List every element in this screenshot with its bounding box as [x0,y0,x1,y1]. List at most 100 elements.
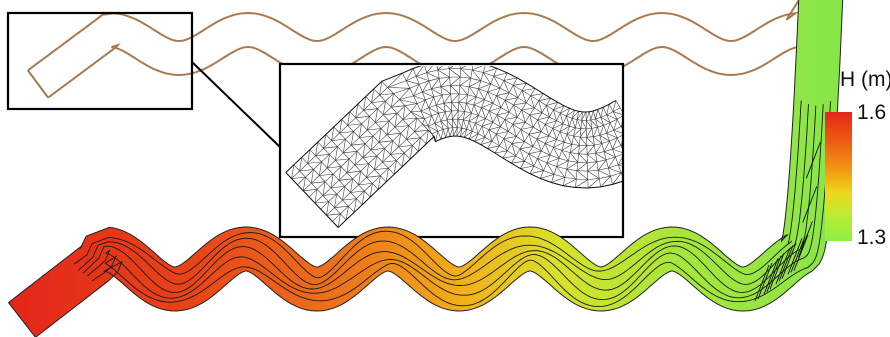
mesh-edge [301,157,308,164]
mesh-edge [384,148,391,155]
mesh-edge [541,150,551,156]
mesh-edge [359,135,374,138]
mesh-edge [475,123,479,134]
mesh-edge [553,166,557,175]
triangular-mesh [285,66,633,228]
mesh-edge [354,164,361,172]
mesh-edge [504,99,514,106]
mesh-edge [537,119,542,132]
mesh-edge [361,116,370,125]
mesh-edge [326,201,329,216]
mesh-edge [629,130,633,142]
mesh-edge [499,80,505,89]
mesh-edge [488,129,493,142]
contour-line-outlet [781,242,797,279]
mesh-edge [505,97,518,101]
mesh-edge [573,127,576,137]
mesh-edge [601,143,605,152]
mesh-edge [299,163,308,172]
mesh-edge [528,153,535,167]
mesh-edge [350,184,359,193]
mesh-edge [344,186,351,193]
mesh-edge [576,170,578,180]
mesh-edge [587,170,600,179]
mesh-edge [414,129,429,132]
mesh-edge [556,158,560,167]
mesh-edge [613,130,622,134]
mesh-edge [459,93,468,96]
mesh-edge [412,68,417,77]
mesh-edge [625,130,633,134]
mesh-edge [586,153,598,163]
mesh-edge [559,123,564,132]
mesh-edge [445,110,452,112]
mesh-edge [449,127,454,137]
mesh-edge [546,154,551,164]
mesh-edge [601,140,610,144]
mesh-edge [339,119,343,134]
mesh-edge [487,91,494,104]
mesh-edge [387,80,407,88]
mesh-edge [509,111,518,118]
mesh-edge [366,177,373,184]
mesh-edge [481,118,486,127]
contour-line-outlet [790,236,806,273]
mesh-edge [382,160,397,163]
contour-line-outlet [766,255,782,292]
mesh-edge [386,132,401,135]
mesh-edge [612,149,616,158]
mesh-edge [406,80,420,85]
mesh-edge [303,183,312,191]
mesh-edge [468,78,471,87]
mesh-edge [452,127,454,137]
mesh-edge [538,100,543,113]
mesh-edge [581,120,587,130]
contour-line [73,100,802,279]
mesh-edge [457,119,463,129]
mesh-edge [341,119,348,126]
mesh-edge [388,168,395,175]
mesh-edge [328,193,337,202]
mesh-edge [414,131,421,138]
mesh-edge [620,126,622,130]
mesh-edge [375,108,378,123]
mesh-edge [576,162,588,171]
mesh-edge [620,145,622,149]
colorbar-max-label: 1.6 [857,101,887,124]
mesh-edge [487,91,497,96]
mesh-edge [489,110,498,116]
mesh-edge [469,80,482,87]
mesh-edge [380,168,389,176]
mesh-edge [617,135,622,139]
mesh-edge [481,125,490,131]
mesh-edge [515,155,525,162]
mesh-edge [534,107,543,113]
mesh-edge [492,122,501,127]
mesh-edge [362,155,377,158]
mesh-edge [396,113,404,120]
mesh-edge [480,137,486,145]
mesh-edge [402,111,412,120]
mesh-edge [491,140,500,147]
mesh-edge [334,207,341,214]
mesh-edge [396,152,405,161]
mesh-edge [307,149,311,164]
mesh-edge [406,76,417,81]
mesh-edge [460,66,467,69]
mesh-edge [314,189,318,204]
mesh-edge [437,69,440,79]
mesh-edge [359,137,366,144]
mesh-edge [353,123,362,132]
mesh-edge [540,170,544,179]
mesh-edge [615,153,622,158]
mesh-edge [450,76,461,86]
mesh-edge [368,163,375,170]
mesh-edge [375,114,384,123]
mesh-boundary [285,66,622,228]
mesh-edge [597,125,604,128]
mesh-edge [457,119,459,128]
mesh-edge [460,76,471,79]
mesh-edge [587,178,600,180]
mesh-edge [469,120,476,124]
mesh-edge [375,120,390,123]
